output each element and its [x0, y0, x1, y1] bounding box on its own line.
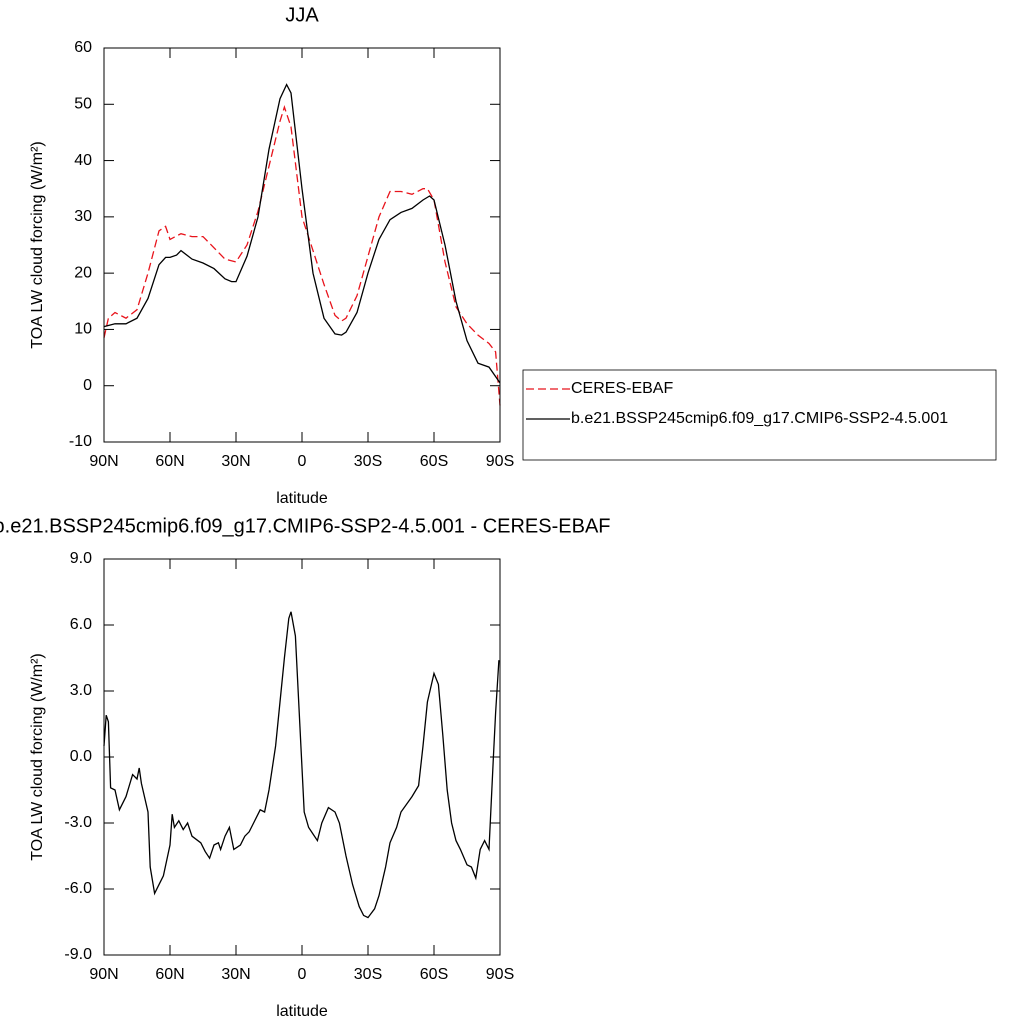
data-line — [103, 104, 501, 406]
x-axis-label: latitude — [276, 490, 328, 507]
x-tick-label: 0 — [298, 453, 307, 470]
y-tick-label: -6.0 — [64, 880, 92, 897]
y-axis-label: TOA LW cloud forcing (W/m²) — [29, 141, 46, 348]
x-tick-label: 90N — [89, 966, 118, 983]
x-tick-label: 30N — [221, 966, 250, 983]
chart-title: b.e21.BSSP245cmip6.f09_g17.CMIP6-SSP2-4.… — [0, 515, 610, 537]
y-tick-label: 20 — [74, 264, 92, 281]
x-tick-label: 90N — [89, 453, 118, 470]
y-tick-label: -10 — [69, 433, 92, 450]
y-tick-label: 9.0 — [70, 550, 92, 567]
data-line — [103, 83, 501, 384]
y-tick-label: -9.0 — [64, 946, 92, 963]
x-tick-label: 0 — [298, 966, 307, 983]
y-tick-label: 0 — [83, 377, 92, 394]
x-tick-label: 30S — [354, 453, 382, 470]
plot-frame — [103, 47, 501, 443]
x-tick-label: 60S — [420, 453, 448, 470]
y-axis-label: TOA LW cloud forcing (W/m²) — [29, 653, 46, 860]
legend-label: b.e21.BSSP245cmip6.f09_g17.CMIP6-SSP2-4.… — [571, 410, 948, 427]
x-tick-label: 30N — [221, 453, 250, 470]
x-tick-label: 30S — [354, 966, 382, 983]
y-tick-label: 0.0 — [70, 748, 92, 765]
x-axis-label: latitude — [276, 1003, 328, 1020]
y-tick-label: 60 — [74, 39, 92, 56]
legend-box — [522, 369, 997, 461]
y-tick-label: 50 — [74, 96, 92, 113]
x-tick-label: 60N — [155, 453, 184, 470]
legend-label: CERES-EBAF — [571, 380, 673, 397]
x-tick-label: 60N — [155, 966, 184, 983]
x-tick-label: 90S — [486, 966, 514, 983]
y-tick-label: 30 — [74, 208, 92, 225]
y-tick-label: 6.0 — [70, 616, 92, 633]
data-line — [103, 611, 500, 919]
x-tick-label: 90S — [486, 453, 514, 470]
chart-title: JJA — [285, 4, 319, 26]
y-tick-label: 40 — [74, 152, 92, 169]
y-tick-label: -3.0 — [64, 814, 92, 831]
y-tick-label: 3.0 — [70, 682, 92, 699]
plot-frame — [103, 558, 501, 956]
x-tick-label: 60S — [420, 966, 448, 983]
y-tick-label: 10 — [74, 321, 92, 338]
